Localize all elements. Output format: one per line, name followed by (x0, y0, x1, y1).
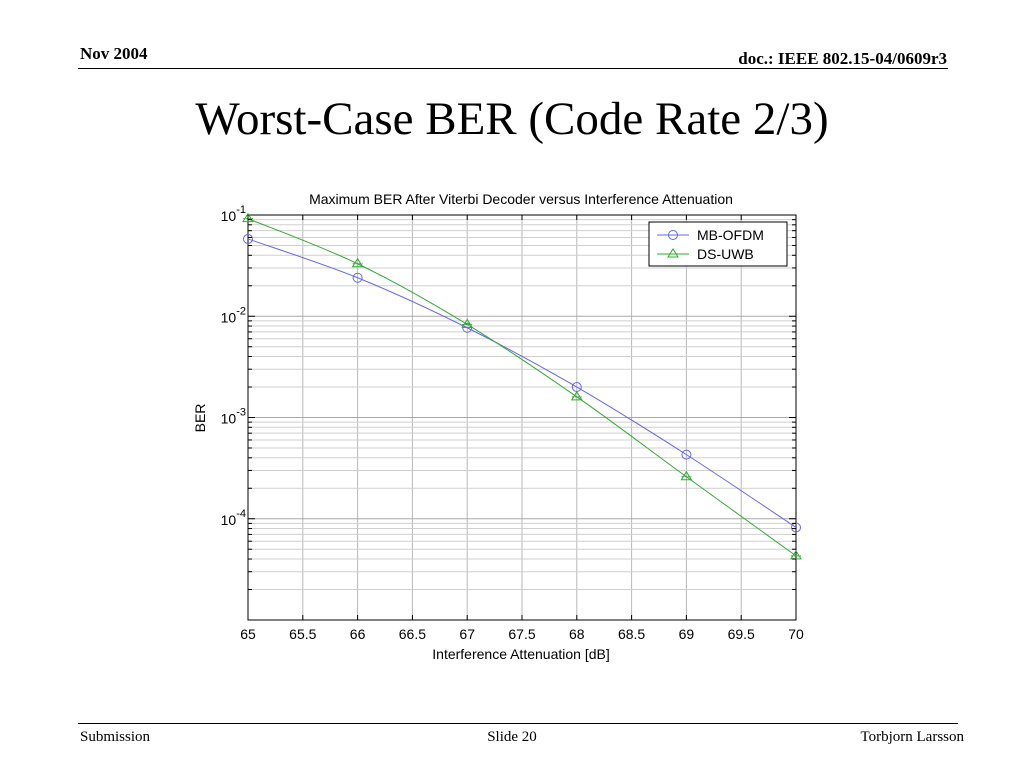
legend-entry: MB-OFDM (657, 227, 764, 243)
chart-grid (247, 214, 797, 621)
data-point (681, 449, 692, 460)
x-tick-label: 68 (569, 626, 585, 642)
footer-submission: Submission (80, 729, 151, 745)
legend-box (648, 221, 788, 267)
triangle-mark (570, 390, 583, 401)
x-tick-label: 68.5 (618, 626, 645, 642)
slide-title: Worst-Case BER (Code Rate 2/3) (195, 93, 829, 145)
chart-legend: MB-OFDM DS-UWB (648, 221, 788, 267)
x-tick-label: 69 (679, 626, 695, 642)
x-tick-label: 70 (788, 626, 804, 642)
series-line (247, 238, 797, 528)
data-point (352, 272, 363, 283)
y-tick-label: 10-1 (221, 204, 246, 224)
triangle-mark (242, 212, 254, 223)
x-tick-label: 65.5 (289, 626, 316, 642)
footer-author: Torbjorn Larsson (860, 729, 964, 745)
legend-label: MB-OFDM (697, 227, 764, 243)
legend-swatch-marker (668, 230, 678, 240)
x-tick-label: 67.5 (508, 626, 535, 642)
data-point (680, 470, 693, 481)
y-tick-label: 10-4 (221, 508, 246, 528)
y-axis-label: BER (192, 404, 208, 433)
footer-slide-number: Slide 20 (487, 729, 537, 745)
legend-label: DS-UWB (697, 246, 754, 262)
x-tick-label: 69.5 (728, 626, 755, 642)
x-tick-label: 67 (459, 626, 475, 642)
data-point (570, 390, 583, 401)
header-doc-id: doc.: IEEE 802.15-04/0609r3 (738, 49, 947, 68)
chart-title: Maximum BER After Viterbi Decoder versus… (309, 191, 733, 207)
footer-rule (78, 723, 958, 724)
data-point (351, 257, 364, 268)
legend-entry: DS-UWB (657, 246, 754, 262)
x-tick-label: 66.5 (399, 626, 426, 642)
data-point (461, 318, 474, 328)
y-tick-label: 10-2 (221, 305, 246, 325)
triangle-mark (680, 470, 693, 481)
x-tick-label: 66 (350, 626, 366, 642)
legend-swatch-marker (667, 248, 679, 258)
triangle-mark (667, 248, 679, 258)
x-tick-label: 65 (240, 626, 256, 642)
x-axis-label: Interference Attenuation [dB] (432, 646, 609, 662)
triangle-mark (351, 257, 364, 268)
header-rule (78, 68, 948, 69)
data-point (243, 233, 253, 244)
chart-axes: 65 65.5 66 66.5 67 67.5 68 68.5 69 69.5 70 10-1 10-2… (221, 204, 804, 642)
triangle-mark (461, 318, 474, 328)
series-line (247, 218, 797, 557)
y-tick-label: 10-3 (221, 407, 246, 427)
header-date: Nov 2004 (80, 44, 148, 63)
